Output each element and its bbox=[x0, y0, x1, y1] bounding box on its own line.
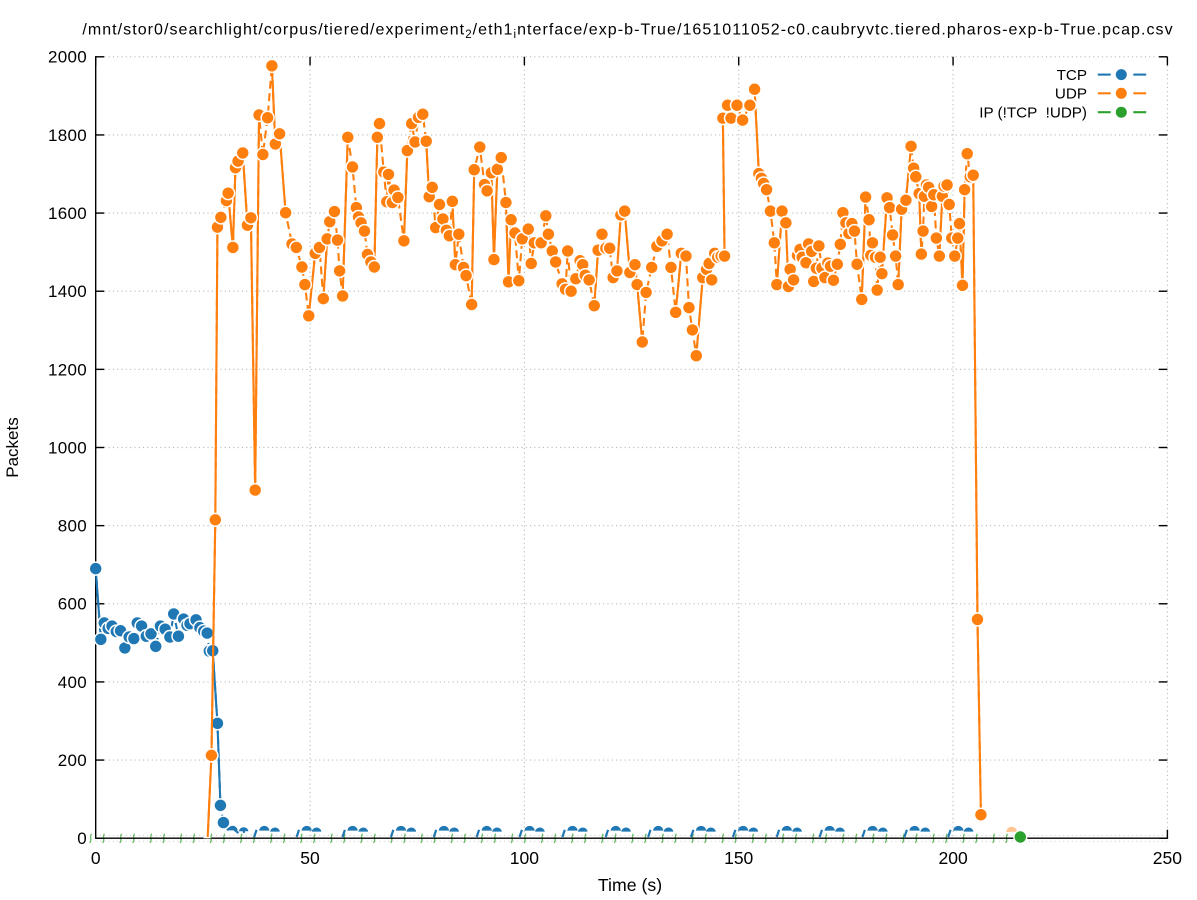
svg-text:/mnt/stor0/searchlight/corpus/: /mnt/stor0/searchlight/corpus/tiered/exp… bbox=[82, 22, 1173, 42]
svg-text:TCP: TCP bbox=[1057, 67, 1087, 84]
svg-text:150: 150 bbox=[724, 848, 753, 868]
svg-text:1200: 1200 bbox=[48, 360, 87, 379]
svg-text:100: 100 bbox=[510, 848, 539, 868]
svg-text:800: 800 bbox=[58, 517, 87, 536]
svg-text:Packets: Packets bbox=[3, 417, 22, 477]
svg-text:1600: 1600 bbox=[48, 204, 87, 223]
svg-text:200: 200 bbox=[938, 848, 967, 868]
svg-text:1800: 1800 bbox=[48, 126, 87, 145]
svg-text:1000: 1000 bbox=[48, 438, 87, 457]
svg-text:600: 600 bbox=[58, 595, 87, 614]
svg-text:0: 0 bbox=[77, 829, 87, 848]
svg-text:IP (!TCP !UDP): IP (!TCP !UDP) bbox=[979, 104, 1087, 121]
svg-text:200: 200 bbox=[58, 751, 87, 770]
svg-text:50: 50 bbox=[300, 848, 320, 868]
svg-text:2000: 2000 bbox=[48, 48, 87, 67]
svg-text:0: 0 bbox=[91, 848, 101, 868]
svg-text:1400: 1400 bbox=[48, 282, 87, 301]
svg-text:250: 250 bbox=[1153, 848, 1182, 868]
svg-text:UDP: UDP bbox=[1055, 86, 1087, 103]
svg-text:400: 400 bbox=[58, 673, 87, 692]
svg-text:Time (s): Time (s) bbox=[598, 875, 662, 895]
